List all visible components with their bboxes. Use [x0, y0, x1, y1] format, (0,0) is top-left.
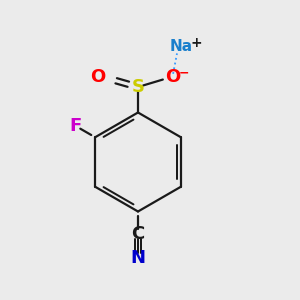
Text: N: N — [130, 249, 146, 267]
Text: S: S — [131, 78, 145, 96]
Text: C: C — [131, 225, 145, 243]
Text: −: − — [178, 66, 189, 79]
Text: O: O — [166, 68, 181, 86]
Text: O: O — [90, 68, 105, 85]
Text: F: F — [70, 117, 82, 135]
Text: Na: Na — [170, 39, 193, 54]
Text: +: + — [191, 36, 202, 50]
